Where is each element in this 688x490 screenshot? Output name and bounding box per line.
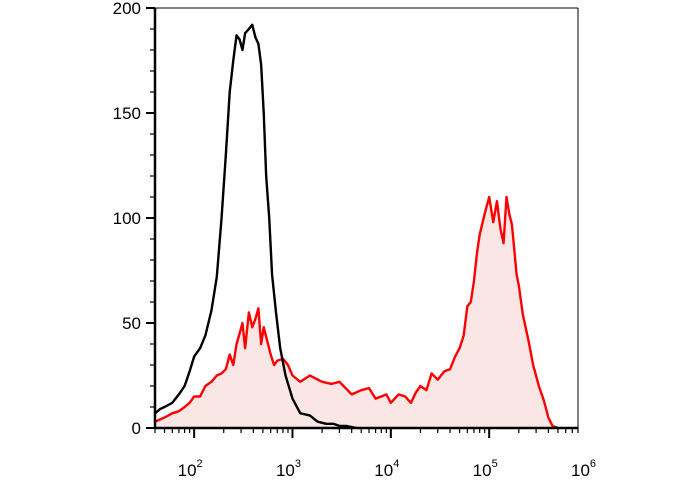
x-tick-label: 104 <box>374 458 399 480</box>
x-tick-label: 102 <box>178 458 203 480</box>
ticks-layer <box>146 7 579 438</box>
x-tick-label: 106 <box>571 458 596 480</box>
y-tick-label: 200 <box>113 0 141 18</box>
series-1-area <box>155 197 558 428</box>
y-tick-label: 100 <box>113 209 141 228</box>
series-1-line <box>154 195 559 430</box>
y-tick-label: 150 <box>113 104 141 123</box>
x-tick-label: 103 <box>276 458 301 480</box>
series-0-line <box>154 23 357 430</box>
y-tick-label: 0 <box>132 419 141 438</box>
series-layer <box>154 23 559 430</box>
x-tick-label: 105 <box>473 458 498 480</box>
labels-layer: 0 50 100 150 200 102 103 104 105 106 <box>113 0 596 480</box>
y-tick-label: 50 <box>122 314 141 333</box>
